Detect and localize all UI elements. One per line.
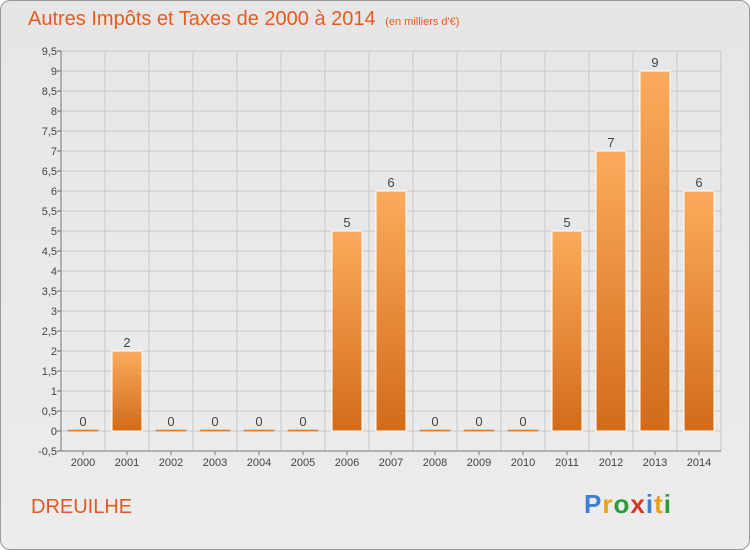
value-label-2005: 0 xyxy=(299,414,306,429)
y-tick-label: 0 xyxy=(51,426,57,438)
x-tick-label-2000: 2000 xyxy=(71,457,95,469)
y-tick-label: 1 xyxy=(51,386,57,398)
bar-2004 xyxy=(243,429,275,432)
logo-letter: r xyxy=(602,489,614,519)
y-tick-label: 4,5 xyxy=(42,246,57,258)
y-tick-label: 4 xyxy=(51,266,57,278)
value-label-2007: 6 xyxy=(387,175,394,190)
value-label-2013: 9 xyxy=(651,55,658,70)
x-tick-label-2007: 2007 xyxy=(379,457,403,469)
x-tick-label-2001: 2001 xyxy=(115,457,139,469)
y-tick-label: 9,5 xyxy=(42,46,57,58)
proxiti-logo[interactable]: Proxiti xyxy=(584,489,672,520)
y-tick-label: 6 xyxy=(51,186,57,198)
town-name: DREUILHE xyxy=(31,496,133,518)
x-tick-label-2006: 2006 xyxy=(335,457,359,469)
value-label-2001: 2 xyxy=(123,335,130,350)
logo-letter: x xyxy=(630,489,646,519)
bar-2006 xyxy=(331,230,363,432)
y-tick-label: 3,5 xyxy=(42,286,57,298)
chart-title-text: Autres Impôts et Taxes de 2000 à 2014 xyxy=(28,8,376,30)
x-tick-label-2009: 2009 xyxy=(467,457,491,469)
x-tick-label-2008: 2008 xyxy=(423,457,447,469)
bar-2008 xyxy=(419,429,451,432)
y-tick-label: 7,5 xyxy=(42,126,57,138)
bar-2001 xyxy=(111,350,143,432)
bar-2010 xyxy=(507,429,539,432)
value-label-2009: 0 xyxy=(475,414,482,429)
x-tick-label-2014: 2014 xyxy=(687,457,711,469)
bar-2009 xyxy=(463,429,495,432)
bar-2007 xyxy=(375,190,407,432)
bar-2014 xyxy=(683,190,715,432)
logo-letter: o xyxy=(613,489,631,519)
x-tick-label-2011: 2011 xyxy=(555,457,579,469)
x-tick-label-2012: 2012 xyxy=(599,457,623,469)
y-tick-label: 2 xyxy=(51,346,57,358)
x-tick-label-2010: 2010 xyxy=(511,457,535,469)
y-tick-label: 3 xyxy=(51,306,57,318)
bar-2005 xyxy=(287,429,319,432)
y-tick-label: 7 xyxy=(51,146,57,158)
value-label-2011: 5 xyxy=(563,215,570,230)
logo-letter: i xyxy=(663,489,672,519)
x-tick-label-2004: 2004 xyxy=(247,457,271,469)
logo-letter: i xyxy=(645,489,655,519)
y-tick-label: 8 xyxy=(51,106,57,118)
bar-2000 xyxy=(67,429,99,432)
value-label-2000: 0 xyxy=(79,414,86,429)
y-tick-label: 6,5 xyxy=(42,166,57,178)
x-tick-label-2013: 2013 xyxy=(643,457,667,469)
chart-title: Autres Impôts et Taxes de 2000 à 2014 (e… xyxy=(28,8,459,31)
value-label-2010: 0 xyxy=(519,414,526,429)
value-label-2004: 0 xyxy=(255,414,262,429)
y-tick-label: 8,5 xyxy=(42,86,57,98)
bar-2002 xyxy=(155,429,187,432)
x-tick-label-2002: 2002 xyxy=(159,457,183,469)
value-label-2012: 7 xyxy=(607,135,614,150)
y-tick-label: 5 xyxy=(51,226,57,238)
bar-2003 xyxy=(199,429,231,432)
logo-letter: t xyxy=(654,489,664,519)
bar-2013 xyxy=(639,70,671,432)
x-tick-label-2005: 2005 xyxy=(291,457,315,469)
value-label-2003: 0 xyxy=(211,414,218,429)
chart-subtitle: (en milliers d'€) xyxy=(385,16,460,28)
y-tick-label: 5,5 xyxy=(42,206,57,218)
value-label-2002: 0 xyxy=(167,414,174,429)
value-label-2008: 0 xyxy=(431,414,438,429)
y-tick-label: 2,5 xyxy=(42,326,57,338)
logo-letter: P xyxy=(584,489,603,519)
y-tick-label: -0,5 xyxy=(38,446,57,458)
y-tick-label: 1,5 xyxy=(42,366,57,378)
y-tick-label: 0,5 xyxy=(42,406,57,418)
value-label-2014: 6 xyxy=(695,175,702,190)
y-tick-label: 9 xyxy=(51,66,57,78)
bar-2011 xyxy=(551,230,583,432)
value-label-2006: 5 xyxy=(343,215,350,230)
bar-2012 xyxy=(595,150,627,432)
x-tick-label-2003: 2003 xyxy=(203,457,227,469)
